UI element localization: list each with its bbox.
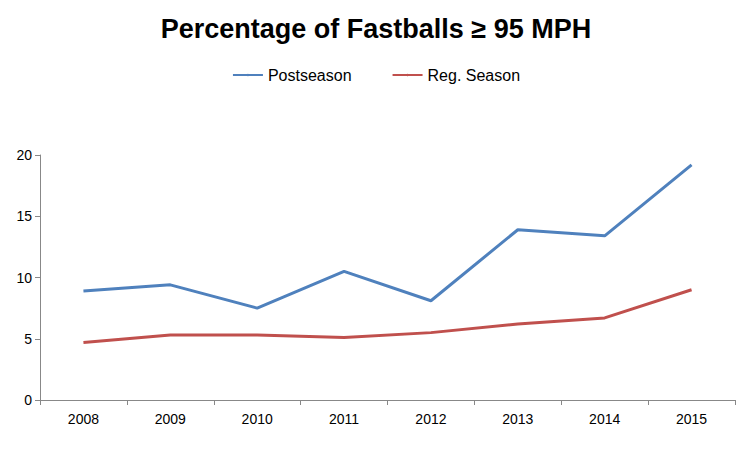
svg-text:0: 0 [24, 392, 32, 408]
svg-text:15: 15 [16, 208, 32, 224]
svg-text:2008: 2008 [68, 411, 99, 427]
svg-text:2014: 2014 [589, 411, 620, 427]
svg-text:2009: 2009 [155, 411, 186, 427]
svg-text:Reg. Season: Reg. Season [428, 67, 521, 84]
svg-text:5: 5 [24, 331, 32, 347]
svg-text:20: 20 [16, 147, 32, 163]
svg-text:2011: 2011 [329, 411, 359, 427]
svg-text:2013: 2013 [502, 411, 533, 427]
svg-text:10: 10 [16, 270, 32, 286]
svg-text:2010: 2010 [242, 411, 273, 427]
svg-text:Postseason: Postseason [268, 67, 352, 84]
svg-text:Percentage of Fastballs ≥ 95 M: Percentage of Fastballs ≥ 95 MPH [161, 14, 591, 44]
svg-text:2015: 2015 [676, 411, 707, 427]
svg-text:2012: 2012 [415, 411, 446, 427]
